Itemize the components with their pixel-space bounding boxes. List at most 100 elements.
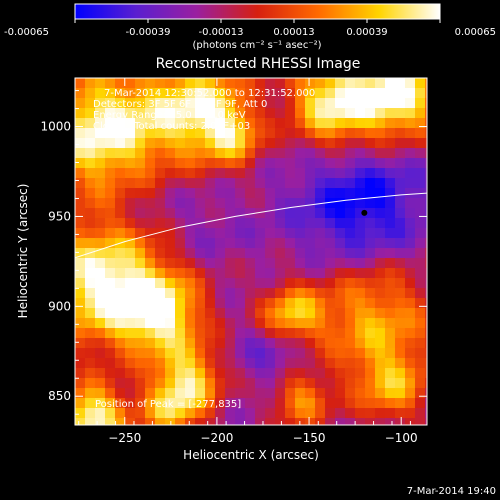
- heatmap-cell: [255, 288, 266, 299]
- heatmap-cell: [85, 218, 96, 229]
- heatmap-cell: [145, 188, 156, 199]
- heatmap-cell: [265, 118, 276, 129]
- heatmap-cell: [405, 288, 416, 299]
- heatmap-cell: [215, 258, 226, 269]
- heatmap-cell: [225, 148, 236, 159]
- heatmap-cell: [255, 188, 266, 199]
- heatmap-cell: [285, 378, 296, 389]
- heatmap-cell: [265, 328, 276, 339]
- heatmap-cell: [125, 78, 136, 89]
- heatmap-cell: [415, 158, 426, 169]
- heatmap-cell: [415, 238, 426, 249]
- heatmap-cell: [415, 278, 426, 289]
- heatmap-cell: [375, 128, 386, 139]
- heatmap-cell: [205, 298, 216, 309]
- heatmap-cell: [255, 328, 266, 339]
- heatmap-cell: [175, 228, 186, 239]
- heatmap-cell: [395, 188, 406, 199]
- heatmap-cell: [295, 348, 306, 359]
- heatmap-cell: [395, 408, 406, 419]
- heatmap-cell: [305, 238, 316, 249]
- heatmap-cell: [115, 168, 126, 179]
- heatmap-cell: [415, 388, 426, 399]
- heatmap-cell: [265, 168, 276, 179]
- heatmap-cell: [125, 328, 136, 339]
- heatmap-cell: [295, 208, 306, 219]
- heatmap-cell: [405, 78, 416, 89]
- heatmap-cell: [405, 318, 416, 329]
- heatmap-cell: [435, 388, 445, 398]
- heatmap-cell: [425, 108, 427, 119]
- heatmap-cell: [275, 138, 286, 149]
- heatmap-cell: [95, 218, 106, 229]
- heatmap-cell: [385, 88, 396, 99]
- heatmap-cell: [385, 178, 396, 189]
- heatmap-cell: [395, 398, 406, 409]
- heatmap-cell: [435, 308, 445, 318]
- heatmap-cell: [205, 408, 216, 419]
- heatmap-cell: [275, 258, 286, 269]
- heatmap-cell: [235, 88, 246, 99]
- heatmap-cell: [315, 208, 326, 219]
- heatmap-cell: [435, 318, 445, 328]
- heatmap-cell: [355, 148, 366, 159]
- heatmap-cell: [205, 148, 216, 159]
- heatmap-cell: [155, 158, 166, 169]
- heatmap-cell: [85, 338, 96, 349]
- heatmap-cell: [195, 278, 206, 289]
- heatmap-cell: [225, 108, 236, 119]
- heatmap-cell: [285, 358, 296, 369]
- heatmap-cell: [295, 228, 306, 239]
- heatmap-cell: [425, 168, 427, 179]
- heatmap-cell: [185, 338, 196, 349]
- heatmap-cell: [255, 368, 266, 379]
- heatmap-cell: [105, 278, 116, 289]
- heatmap-cell: [155, 198, 166, 209]
- heatmap-cell: [165, 378, 176, 389]
- heatmap-cell: [395, 318, 406, 329]
- heatmap-cell: [365, 148, 376, 159]
- heatmap-cell: [175, 418, 186, 425]
- heatmap-cell: [305, 268, 316, 279]
- heatmap-cell: [315, 338, 326, 349]
- heatmap-cell: [365, 88, 376, 99]
- heatmap-cell: [435, 328, 445, 338]
- heatmap-cell: [95, 418, 106, 425]
- annotation-detectors: Detectors: 3F 5F 6F 7F 8F 9F, Att 0: [93, 99, 267, 110]
- heatmap-cell: [345, 298, 356, 309]
- heatmap-cell: [265, 378, 276, 389]
- heatmap-cell: [175, 318, 186, 329]
- heatmap-cell: [245, 368, 256, 379]
- heatmap-cell: [165, 148, 176, 159]
- heatmap-cell: [215, 388, 226, 399]
- heatmap-cell: [185, 228, 196, 239]
- heatmap-cell: [225, 278, 236, 289]
- heatmap-cell: [175, 298, 186, 309]
- heatmap-cell: [385, 418, 396, 425]
- heatmap-cell: [165, 418, 176, 425]
- heatmap-cell: [195, 148, 206, 159]
- heatmap-cell: [245, 308, 256, 319]
- heatmap-cell: [245, 428, 255, 438]
- heatmap-cell: [165, 218, 176, 229]
- heatmap-cell: [255, 268, 266, 279]
- heatmap-cell: [365, 338, 376, 349]
- heatmap-cell: [285, 228, 296, 239]
- heatmap-cell: [405, 108, 416, 119]
- heatmap-cell: [375, 238, 386, 249]
- heatmap-cell: [405, 378, 416, 389]
- heatmap-cell: [285, 238, 296, 249]
- heatmap-cell: [75, 358, 86, 369]
- heatmap-cell: [345, 418, 356, 425]
- heatmap-cell: [355, 258, 366, 269]
- heatmap-cell: [135, 208, 146, 219]
- heatmap-cell: [235, 328, 246, 339]
- heatmap-cell: [135, 158, 146, 169]
- heatmap-cell: [105, 208, 116, 219]
- heatmap-cell: [385, 238, 396, 249]
- heatmap-cell: [425, 118, 427, 129]
- heatmap-cell: [325, 118, 336, 129]
- heatmap-cell: [245, 138, 256, 149]
- heatmap-cell: [365, 418, 376, 425]
- heatmap-cell: [365, 318, 376, 329]
